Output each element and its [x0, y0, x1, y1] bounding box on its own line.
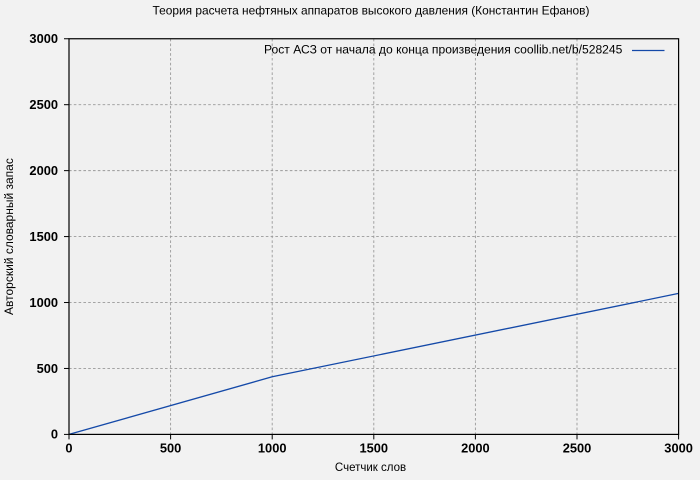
- svg-text:0: 0: [51, 427, 58, 442]
- svg-text:2500: 2500: [29, 97, 58, 112]
- svg-text:0: 0: [65, 441, 72, 456]
- svg-text:1000: 1000: [29, 295, 58, 310]
- svg-text:3000: 3000: [664, 441, 693, 456]
- svg-text:3000: 3000: [29, 31, 58, 46]
- svg-text:Теория расчета нефтяных аппара: Теория расчета нефтяных аппаратов высоко…: [153, 4, 590, 18]
- svg-text:500: 500: [37, 361, 58, 376]
- svg-text:500: 500: [160, 441, 181, 456]
- svg-text:2000: 2000: [461, 441, 490, 456]
- svg-text:Рост АСЗ от начала до конца пр: Рост АСЗ от начала до конца произведения…: [264, 43, 623, 57]
- svg-text:1500: 1500: [360, 441, 389, 456]
- svg-text:Счетчик слов: Счетчик слов: [335, 462, 406, 474]
- svg-text:1500: 1500: [29, 229, 58, 244]
- svg-text:2500: 2500: [563, 441, 592, 456]
- svg-text:Авторский словарный запас: Авторский словарный запас: [2, 158, 16, 315]
- svg-text:2000: 2000: [29, 163, 58, 178]
- svg-text:1000: 1000: [258, 441, 287, 456]
